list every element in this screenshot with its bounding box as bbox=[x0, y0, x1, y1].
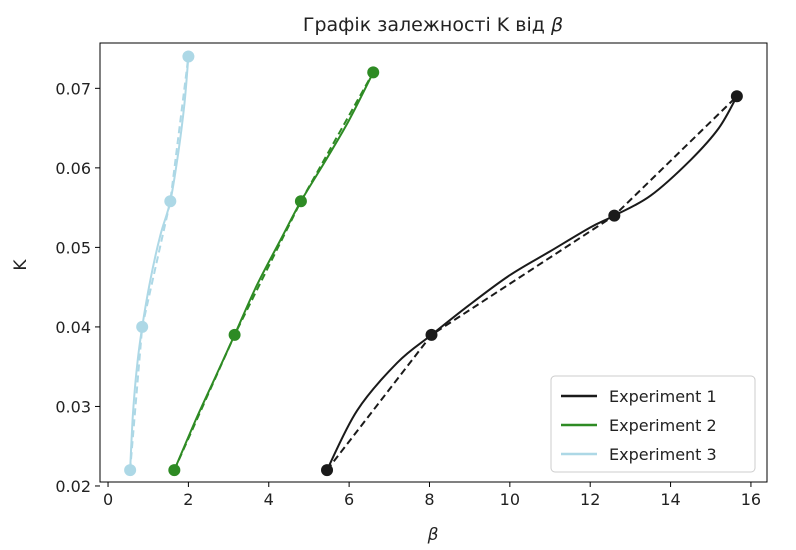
series-smooth-line bbox=[129, 56, 190, 471]
x-tick-label: 12 bbox=[580, 490, 600, 509]
data-point bbox=[367, 66, 380, 79]
y-tick-label: 0.02 bbox=[55, 477, 91, 496]
plot-area bbox=[124, 50, 743, 477]
data-point bbox=[425, 328, 438, 341]
data-point bbox=[228, 328, 241, 341]
legend-box bbox=[550, 375, 756, 473]
x-tick-label: 2 bbox=[183, 490, 193, 509]
legend-label: Experiment 2 bbox=[609, 416, 717, 435]
x-tick-label: 14 bbox=[660, 490, 680, 509]
x-tick-label: 4 bbox=[264, 490, 274, 509]
axes-frame bbox=[99, 42, 768, 483]
y-tick-label: 0.07 bbox=[55, 79, 91, 98]
y-tick-label: 0.06 bbox=[55, 159, 91, 178]
x-tick-label: 0 bbox=[103, 490, 113, 509]
series-dashed-line bbox=[173, 71, 375, 471]
legend-label: Experiment 1 bbox=[609, 387, 717, 406]
y-tick-label: 0.05 bbox=[55, 238, 91, 257]
series-dashed-line bbox=[326, 95, 738, 471]
legend-label: Experiment 3 bbox=[609, 445, 717, 464]
x-axis-label: β bbox=[427, 525, 439, 545]
chart-title-symbol: β bbox=[550, 14, 563, 36]
y-axis-label: K bbox=[11, 259, 31, 271]
data-point bbox=[164, 195, 177, 208]
data-point bbox=[730, 90, 743, 103]
x-tick-label: 6 bbox=[344, 490, 354, 509]
series-1 bbox=[321, 90, 743, 477]
series-2 bbox=[168, 66, 380, 477]
y-tick-label: 0.04 bbox=[55, 318, 91, 337]
series-smooth-line bbox=[173, 71, 375, 471]
data-point bbox=[608, 209, 621, 222]
x-tick-label: 10 bbox=[500, 490, 520, 509]
data-point bbox=[124, 464, 137, 477]
chart-title: Графік залежності K від β bbox=[303, 14, 563, 36]
x-tick-label: 8 bbox=[424, 490, 434, 509]
y-tick-label: 0.03 bbox=[55, 397, 91, 416]
y-axis: 0.02 0.03 0.04 0.05 0.06 0.07 bbox=[55, 79, 100, 496]
x-tick-label: 16 bbox=[741, 490, 761, 509]
chart-title-text: Графік залежності K від bbox=[303, 14, 551, 36]
data-point bbox=[168, 464, 181, 477]
series-smooth-line bbox=[326, 95, 738, 471]
legend: Experiment 1 Experiment 2 Experiment 3 bbox=[550, 375, 756, 473]
data-point bbox=[136, 320, 149, 333]
series-dashed-line bbox=[129, 56, 190, 471]
x-axis: 0 2 4 6 8 10 12 14 16 bbox=[103, 482, 761, 509]
data-point bbox=[294, 195, 307, 208]
data-point bbox=[182, 50, 195, 63]
series-3 bbox=[124, 50, 195, 477]
data-point bbox=[321, 464, 334, 477]
